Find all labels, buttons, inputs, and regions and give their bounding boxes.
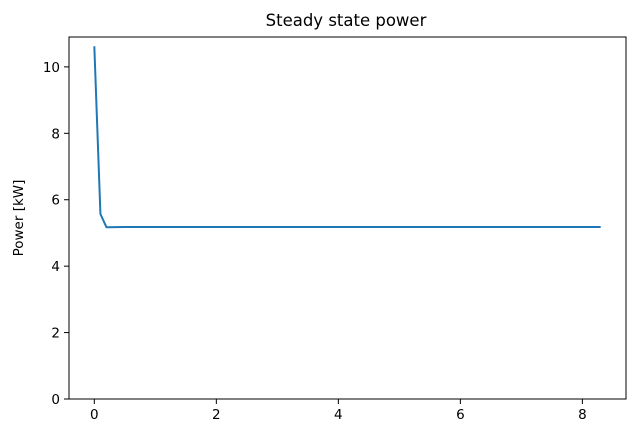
y-tick-label: 2 [51,326,60,342]
axes-frame [68,36,627,400]
x-tick-label: 8 [578,407,587,423]
series-line-power [93,46,601,229]
y-tick-label: 8 [51,126,60,142]
y-tick-label: 0 [51,392,60,408]
x-tick-label: 2 [212,407,221,423]
y-tick-label: 4 [51,259,60,275]
x-tick-label: 4 [334,407,343,423]
y-tick-label: 6 [51,193,60,209]
y-axis-label: Power [kW] [11,180,27,257]
axis-ticks: 0 2 4 6 8 0 2 4 6 8 10 [43,60,587,423]
plot-area [93,46,601,229]
x-tick-label: 6 [456,407,465,423]
y-tick-label: 10 [43,60,60,76]
x-tick-label: 0 [90,407,99,423]
chart-title: Steady state power [266,11,427,30]
